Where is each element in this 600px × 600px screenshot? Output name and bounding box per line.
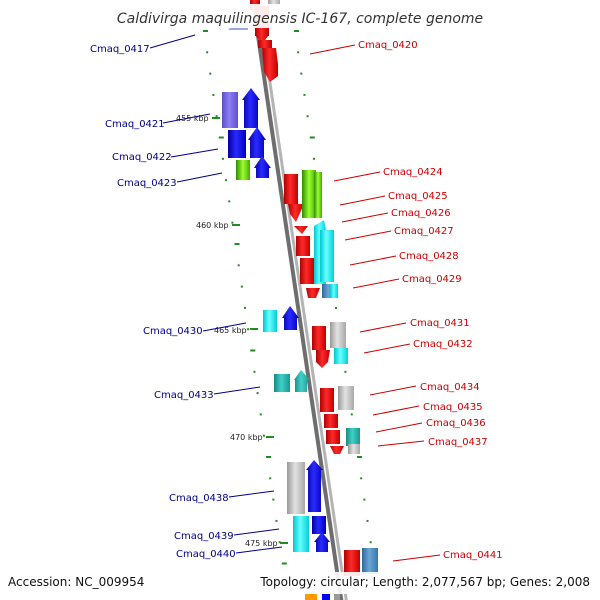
- kbp-label: 475 kbp: [245, 539, 278, 548]
- genome-title: Caldivirga maquilingensis IC-167, comple…: [117, 11, 483, 27]
- genome-backbone: [250, 0, 348, 600]
- gene-cmaq-0436[interactable]: [326, 428, 360, 446]
- gene-label-cmaq-0438[interactable]: Cmaq_0438: [169, 493, 229, 504]
- kbp-labels: 455 kbp 460 kbp 465 kbp 470 kbp 475 kbp: [176, 114, 288, 548]
- gene-label-cmaq-0422[interactable]: Cmaq_0422: [112, 152, 172, 163]
- gene-cmaq-0423[interactable]: [236, 156, 271, 180]
- gene-label-cmaq-0431[interactable]: Cmaq_0431: [410, 318, 470, 329]
- gene-label-cmaq-0428[interactable]: Cmaq_0428: [399, 251, 459, 262]
- gene-cmaq-0421[interactable]: [222, 88, 260, 128]
- gene-cmaq-0429[interactable]: [306, 284, 338, 298]
- gene-cmaq-0427[interactable]: [296, 220, 334, 284]
- gene-label-cmaq-0436[interactable]: Cmaq_0436: [426, 418, 486, 429]
- gene-label-cmaq-0424[interactable]: Cmaq_0424: [383, 167, 443, 178]
- gene-label-cmaq-0425[interactable]: Cmaq_0425: [388, 191, 448, 202]
- right-gene-labels: Cmaq_0420 Cmaq_0424 Cmaq_0425 Cmaq_0426 …: [309, 40, 503, 562]
- gene-label-cmaq-0432[interactable]: Cmaq_0432: [413, 339, 473, 350]
- gene-label-cmaq-0420[interactable]: Cmaq_0420: [358, 40, 418, 51]
- gene-cmaq-0428[interactable]: [300, 258, 314, 284]
- gene-label-cmaq-0434[interactable]: Cmaq_0434: [420, 382, 480, 393]
- gene-cmaq-0433[interactable]: [274, 370, 310, 392]
- gene-bottom-partial[interactable]: [305, 594, 340, 600]
- genome-summary-text: Topology: circular; Length: 2,077,567 bp…: [259, 575, 590, 589]
- gene-label-cmaq-0437[interactable]: Cmaq_0437: [428, 437, 488, 448]
- gene-cmaq-0426[interactable]: [294, 226, 308, 234]
- gene-label-cmaq-0426[interactable]: Cmaq_0426: [391, 208, 451, 219]
- gene-cmaq-0430[interactable]: [263, 306, 299, 332]
- gene-cmaq-0431[interactable]: [312, 322, 346, 350]
- gene-label-cmaq-0433[interactable]: Cmaq_0433: [154, 390, 214, 401]
- gene-cmaq-0434[interactable]: [320, 386, 354, 412]
- left-gene-labels: Cmaq_0417 Cmaq_0421 Cmaq_0422 Cmaq_0423 …: [90, 34, 283, 560]
- gene-cmaq-0424[interactable]: [284, 174, 304, 222]
- gene-label-cmaq-0423[interactable]: Cmaq_0423: [117, 178, 177, 189]
- gene-cmaq-0425[interactable]: [302, 170, 322, 218]
- kbp-label: 470 kbp: [230, 433, 263, 442]
- gene-cmaq-0422[interactable]: [228, 127, 266, 158]
- kbp-label: 465 kbp: [214, 326, 247, 335]
- gene-label-cmaq-0429[interactable]: Cmaq_0429: [402, 274, 462, 285]
- gene-label-cmaq-0435[interactable]: Cmaq_0435: [423, 402, 483, 413]
- gene-label-cmaq-0439[interactable]: Cmaq_0439: [174, 531, 234, 542]
- gene-cmaq-0440[interactable]: [314, 532, 330, 552]
- footer-backdrop: [0, 572, 600, 594]
- kbp-label: 455 kbp: [176, 114, 209, 123]
- gene-cmaq-0441[interactable]: [344, 548, 378, 576]
- gene-cmaq-0437[interactable]: [330, 444, 360, 454]
- gene-features: [222, 0, 378, 600]
- gene-label-cmaq-0417[interactable]: Cmaq_0417: [90, 44, 150, 55]
- title-backdrop: [110, 4, 490, 28]
- gene-cmaq-0439[interactable]: [293, 516, 326, 552]
- gene-cmaq-0419[interactable]: [268, 0, 280, 6]
- gene-label-cmaq-0421[interactable]: Cmaq_0421: [105, 119, 165, 130]
- kbp-label: 460 kbp: [196, 221, 229, 230]
- gene-cmaq-0432[interactable]: [316, 348, 348, 368]
- gene-label-cmaq-0427[interactable]: Cmaq_0427: [394, 226, 454, 237]
- gene-label-cmaq-0440[interactable]: Cmaq_0440: [176, 549, 236, 560]
- gene-cmaq-0438[interactable]: [287, 460, 323, 514]
- gene-label-cmaq-0441[interactable]: Cmaq_0441: [443, 550, 503, 561]
- accession-text: Accession: NC_009954: [8, 575, 144, 589]
- gene-label-cmaq-0430[interactable]: Cmaq_0430: [143, 326, 203, 337]
- gene-cmaq-0435[interactable]: [324, 414, 338, 428]
